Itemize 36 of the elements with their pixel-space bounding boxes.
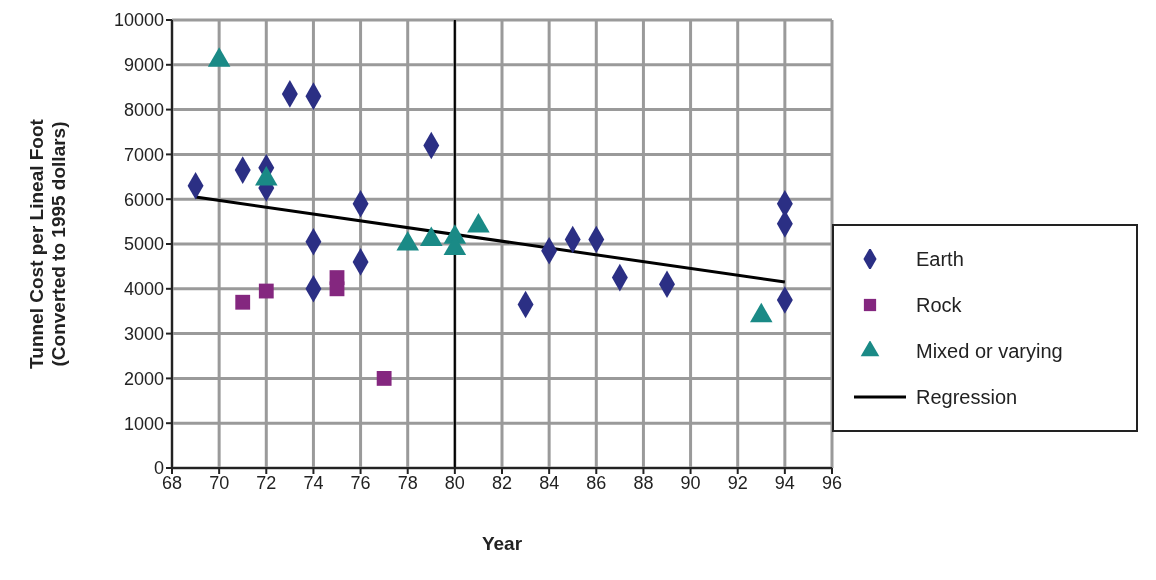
y-tick-label: 5000 — [123, 234, 164, 255]
x-axis-title: Year — [481, 533, 523, 554]
point — [329, 281, 345, 297]
x-tick-label: 86 — [586, 472, 607, 493]
x-tick-label: 78 — [397, 472, 418, 493]
y-tick-label: 7000 — [123, 144, 164, 165]
y-tick-label: 3000 — [123, 323, 164, 344]
legend-label: Earth — [916, 247, 964, 271]
point — [235, 294, 251, 310]
x-tick-label: 84 — [539, 472, 560, 493]
x-tick-label: 82 — [491, 472, 513, 493]
y-tick-label: 6000 — [123, 189, 164, 210]
x-tick-label: 70 — [209, 472, 230, 493]
x-tick-label: 92 — [727, 472, 748, 493]
x-tick-label: 80 — [444, 472, 465, 493]
y-tick-label: 10000 — [113, 10, 164, 31]
legend-label: Mixed or varying — [916, 339, 1063, 363]
legend-label: Rock — [916, 293, 962, 317]
y-tick-label: 0 — [153, 458, 164, 479]
x-tick-label: 90 — [680, 472, 701, 493]
x-tick-label: 94 — [774, 472, 795, 493]
y-tick-label: 2000 — [123, 368, 164, 389]
y-tick-label: 1000 — [123, 413, 164, 434]
x-tick-label: 88 — [633, 472, 654, 493]
y-axis-title: Tunnel Cost per Lineal Foot (Converted to 1995 dollars) — [26, 118, 69, 369]
point — [376, 370, 392, 386]
x-tick-label: 74 — [303, 472, 324, 493]
point — [258, 283, 274, 299]
x-tick-label: 96 — [821, 472, 843, 493]
x-tick-label: 76 — [350, 472, 371, 493]
y-tick-label: 9000 — [123, 55, 164, 76]
y-tick-label: 8000 — [123, 99, 164, 120]
x-tick-label: 72 — [256, 472, 277, 493]
legend-label: Regression — [916, 385, 1018, 409]
x-tick-label: 68 — [161, 472, 183, 493]
y-tick-label: 4000 — [123, 279, 164, 300]
